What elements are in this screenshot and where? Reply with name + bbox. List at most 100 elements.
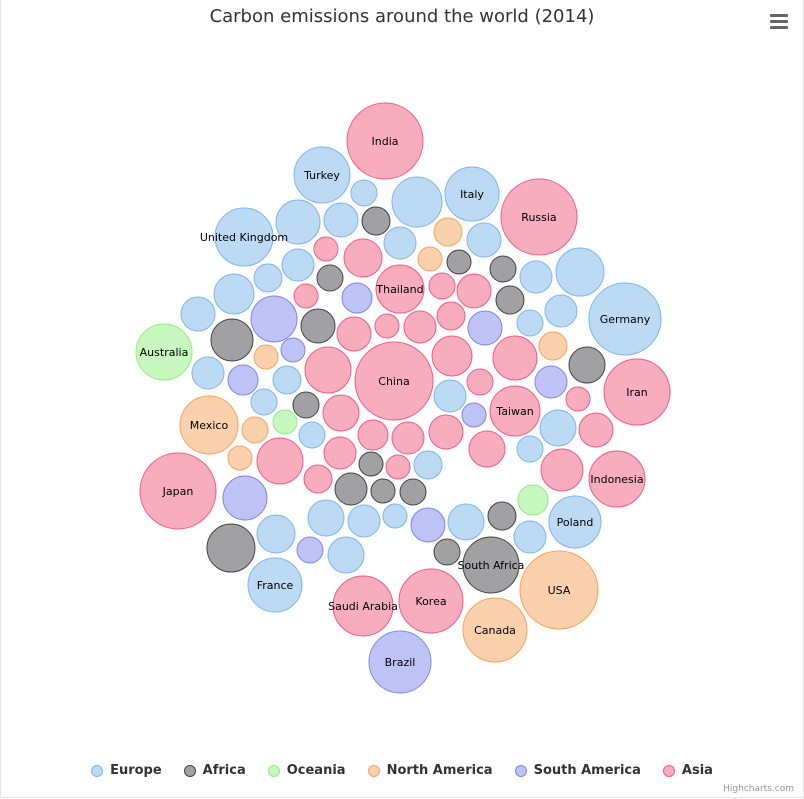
bubble-asia-34[interactable] [303, 464, 333, 494]
bubble-asia-32[interactable] [385, 454, 411, 480]
bubble-europe-31[interactable] [447, 503, 485, 541]
bubble-asia-25[interactable] [357, 419, 389, 451]
bubble-europe-7[interactable] [391, 176, 443, 228]
bubble-africa-15[interactable] [206, 523, 256, 573]
bubble-europe-28[interactable] [307, 499, 345, 537]
bubble-europe-32[interactable] [513, 520, 547, 554]
bubble-south-america-1[interactable] [250, 295, 298, 343]
bubble-asia-30[interactable] [323, 436, 357, 470]
bubble-africa-16[interactable] [433, 538, 461, 566]
bubble-south-america-2[interactable] [341, 282, 373, 314]
bubble-asia-iran[interactable] [603, 358, 671, 426]
bubble-africa-2[interactable] [446, 249, 472, 275]
bubble-africa-12[interactable] [370, 478, 396, 504]
bubble-asia-18[interactable] [436, 301, 466, 331]
bubble-south-america-brazil[interactable] [368, 630, 432, 694]
bubble-europe-13[interactable] [253, 263, 283, 293]
bubble-asia-21[interactable] [304, 346, 352, 394]
bubble-asia-saudi-arabia[interactable] [332, 575, 394, 637]
bubble-south-america-9[interactable] [410, 507, 446, 543]
bubble-europe-germany[interactable] [588, 282, 662, 356]
bubble-asia-14[interactable] [456, 273, 492, 309]
bubble-asia-15[interactable] [374, 313, 400, 339]
bubble-africa-5[interactable] [495, 285, 525, 315]
hamburger-menu-icon[interactable] [770, 14, 788, 30]
bubble-asia-13[interactable] [428, 272, 456, 300]
bubble-asia-29[interactable] [468, 430, 506, 468]
bubble-africa-3[interactable] [489, 255, 517, 283]
bubble-asia-china[interactable] [354, 341, 434, 421]
bubble-africa-13[interactable] [399, 478, 427, 506]
bubble-africa-8[interactable] [568, 346, 606, 384]
bubble-asia-10[interactable] [313, 236, 339, 262]
bubble-asia-india[interactable] [346, 102, 424, 180]
bubble-europe-united-kingdom[interactable] [214, 207, 274, 267]
bubble-europe-12[interactable] [281, 248, 315, 282]
bubble-africa-10[interactable] [358, 451, 384, 477]
bubble-africa-6[interactable] [300, 308, 336, 344]
bubble-asia-indonesia[interactable] [588, 450, 646, 508]
bubble-africa-11[interactable] [334, 472, 368, 506]
bubble-europe-20[interactable] [191, 356, 225, 390]
bubble-south-america-10[interactable] [296, 536, 324, 564]
bubble-asia-24[interactable] [322, 394, 360, 432]
legend-item-africa[interactable]: Africa [183, 763, 246, 778]
bubble-asia-23[interactable] [565, 386, 591, 412]
bubble-europe-17[interactable] [555, 247, 605, 297]
legend-item-oceania[interactable]: Oceania [267, 763, 346, 778]
bubble-asia-17[interactable] [336, 316, 372, 352]
bubble-europe-11[interactable] [466, 222, 502, 258]
bubble-north-america-5[interactable] [253, 344, 279, 370]
bubble-europe-turkey[interactable] [293, 146, 351, 204]
bubble-asia-russia[interactable] [500, 178, 578, 256]
bubble-africa-south-africa[interactable] [462, 536, 520, 594]
bubble-africa-1[interactable] [361, 206, 391, 236]
bubble-asia-20[interactable] [492, 335, 538, 381]
legend-item-asia[interactable]: Asia [662, 763, 713, 778]
bubble-north-america-3[interactable] [433, 217, 463, 247]
bubble-europe-33[interactable] [256, 514, 296, 554]
bubble-europe-34[interactable] [327, 536, 365, 574]
bubble-europe-16[interactable] [519, 260, 553, 294]
bubble-asia-19[interactable] [431, 335, 473, 377]
bubble-europe-9[interactable] [275, 199, 321, 245]
bubble-asia-16[interactable] [403, 310, 437, 344]
bubble-north-america-8[interactable] [227, 445, 253, 471]
bubble-asia-korea[interactable] [398, 568, 464, 634]
bubble-asia-33[interactable] [540, 448, 584, 492]
bubble-asia-thailand[interactable] [375, 264, 425, 314]
bubble-north-america-mexico[interactable] [179, 395, 239, 455]
bubble-europe-21[interactable] [272, 365, 302, 395]
bubble-africa-4[interactable] [316, 264, 344, 292]
bubble-oceania-1[interactable] [272, 409, 298, 435]
bubble-europe-27[interactable] [413, 450, 443, 480]
legend-item-south-america[interactable]: South America [514, 763, 641, 778]
bubble-north-america-4[interactable] [417, 246, 443, 272]
bubble-asia-27[interactable] [428, 414, 464, 450]
bubble-europe-poland[interactable] [548, 495, 602, 549]
bubble-south-america-8[interactable] [222, 475, 268, 521]
bubble-europe-26[interactable] [298, 421, 326, 449]
bubble-europe-italy[interactable] [444, 166, 500, 222]
bubble-europe-29[interactable] [347, 504, 381, 538]
bubble-europe-25[interactable] [516, 435, 544, 463]
bubble-europe-24[interactable] [539, 409, 577, 447]
bubble-south-america-4[interactable] [227, 364, 259, 396]
bubble-europe-6[interactable] [350, 179, 378, 207]
credits-link[interactable]: Highcharts.com [723, 784, 794, 794]
bubble-north-america-7[interactable] [241, 416, 269, 444]
bubble-asia-japan[interactable] [139, 452, 217, 530]
bubble-europe-10[interactable] [383, 226, 417, 260]
bubble-south-america-7[interactable] [461, 402, 487, 428]
bubble-south-america-5[interactable] [467, 310, 503, 346]
bubble-europe-15[interactable] [180, 296, 216, 332]
bubble-north-america-canada[interactable] [462, 597, 528, 663]
bubble-europe-19[interactable] [516, 309, 544, 337]
bubble-asia-28[interactable] [578, 412, 614, 448]
bubble-asia-taiwan[interactable] [489, 385, 541, 437]
bubble-europe-22[interactable] [250, 388, 278, 416]
bubble-north-america-usa[interactable] [519, 550, 599, 630]
bubble-south-america-3[interactable] [280, 337, 306, 363]
bubble-europe-8[interactable] [323, 202, 359, 238]
bubble-north-america-6[interactable] [538, 331, 568, 361]
